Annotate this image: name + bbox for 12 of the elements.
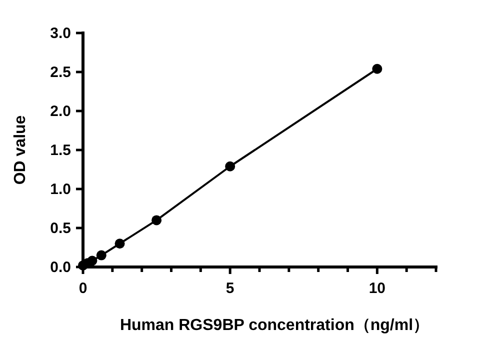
x-tick-label: 5 — [226, 280, 234, 297]
x-tick-label: 0 — [78, 280, 88, 297]
y-tick-label: 3.0 — [50, 25, 71, 42]
y-tick-label: 0.0 — [50, 259, 71, 276]
y-tick-label: 1.0 — [50, 181, 71, 198]
y-tick-label: 2.5 — [50, 64, 71, 81]
x-tick-label: 10 — [368, 280, 386, 297]
y-tick-label: 1.5 — [50, 142, 71, 159]
y-axis-title: OD value — [12, 115, 29, 185]
x-axis-title: Human RGS9BP concentration（ng/ml） — [120, 317, 430, 334]
y-tick-label: 0.5 — [50, 220, 71, 237]
y-tick-label: 2.0 — [50, 103, 71, 120]
